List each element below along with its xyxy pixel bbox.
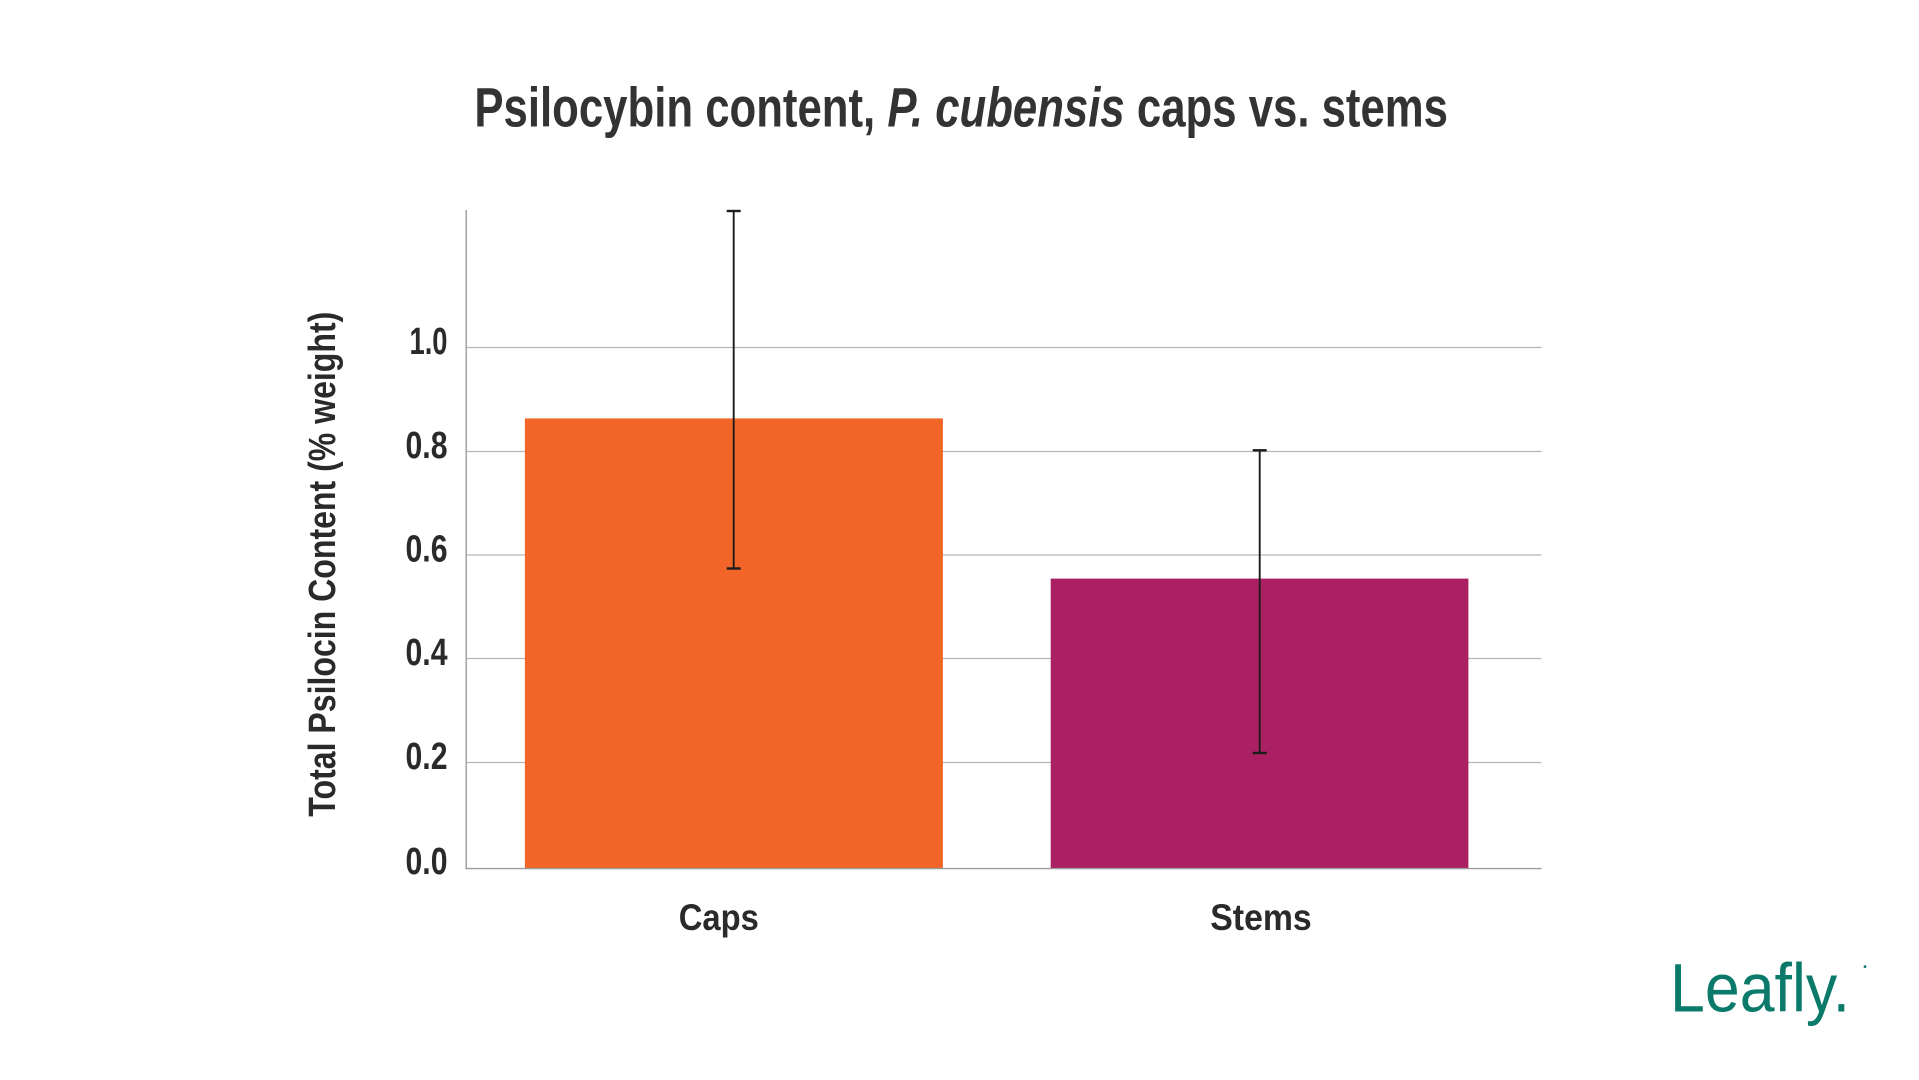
svg-text:0.0: 0.0 [406,841,448,883]
svg-text:0.8: 0.8 [406,425,448,467]
svg-text:Stems: Stems [1210,897,1312,938]
svg-text:Leafly.: Leafly. [1670,949,1850,1026]
svg-text:P. cubensis: P. cubensis [887,76,1124,139]
svg-text:0.2: 0.2 [406,736,448,778]
svg-text:caps vs. stems: caps vs. stems [1137,76,1448,139]
svg-text:0.6: 0.6 [406,529,448,571]
svg-text:0.4: 0.4 [406,632,448,674]
svg-text:Psilocybin content,: Psilocybin content, [474,76,875,139]
svg-text:1.0: 1.0 [410,321,448,363]
svg-text:Caps: Caps [679,897,759,938]
svg-text:Total Psilocin Content (% weig: Total Psilocin Content (% weight) [302,312,344,817]
